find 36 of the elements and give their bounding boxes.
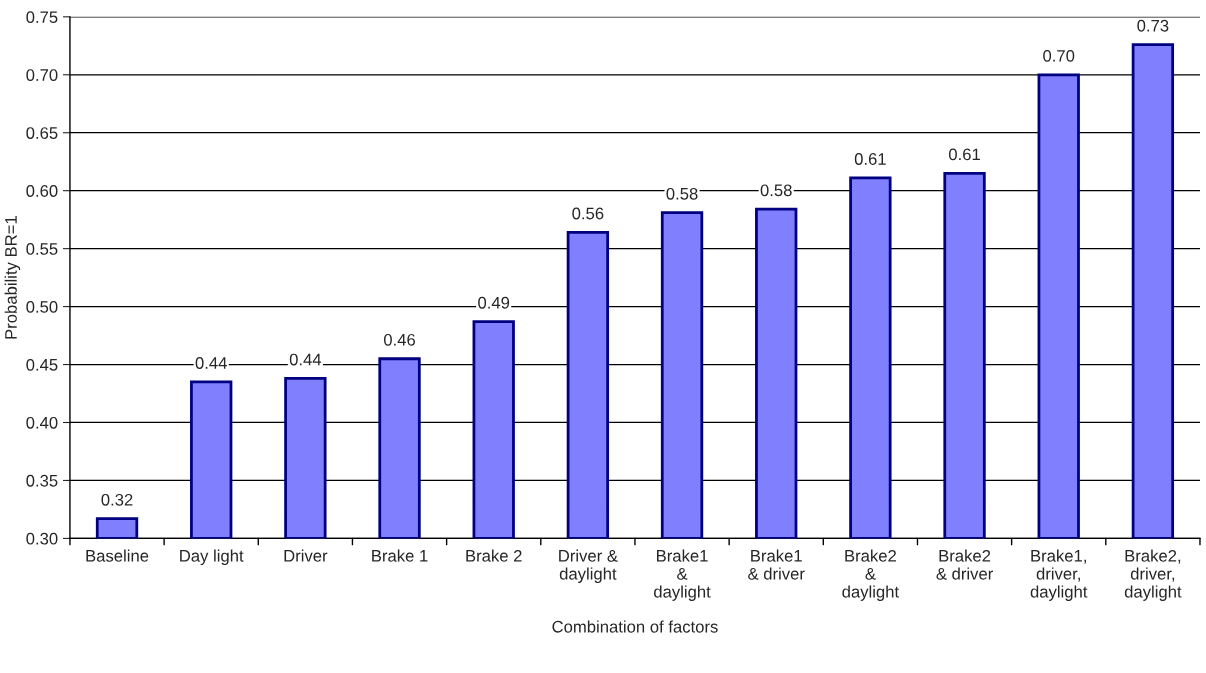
data-label: 0.32 [101,493,133,506]
y-tick-label: 0.60 [26,185,58,197]
x-tick-label: Brake1, driver, daylight [1030,549,1088,601]
y-tick-label: 0.35 [26,474,58,487]
x-tick-label: Brake2 & daylight [842,549,899,601]
data-label: 0.61 [948,148,980,161]
y-tick-label: 0.65 [26,127,58,139]
y-tick-label: 0.40 [26,416,58,429]
data-label: 0.70 [1043,49,1075,62]
y-tick-label: 0.75 [26,11,58,24]
data-label: 0.44 [195,357,227,369]
data-label: 0.58 [760,184,792,197]
x-tick-label: Day light [180,549,244,566]
x-tick-label: Brake 1 [372,549,428,562]
data-label: 0.44 [289,353,322,366]
x-tick-label: Brake2 & driver [936,549,993,580]
x-axis-title: Combination of factors [552,620,718,633]
data-label: 0.58 [666,187,698,200]
y-tick-label: 0.70 [26,69,58,81]
x-tick-label: Brake2, driver, daylight [1124,549,1182,601]
y-tick-label: 0.55 [26,243,58,255]
x-tick-label: Baseline [86,549,149,562]
data-label: 0.49 [478,296,510,309]
data-label: 0.61 [854,153,886,165]
data-label: 0.73 [1137,19,1169,32]
data-label: 0.46 [383,333,416,346]
y-tick-label: 0.45 [26,358,58,371]
y-axis-title: Probability BR=1 [4,216,21,339]
x-tick-label: Brake1 & driver [748,549,805,580]
y-tick-label: 0.50 [26,300,58,313]
x-tick-label: Driver & daylight [559,549,618,583]
x-tick-label: Brake 2 [466,549,522,562]
y-tick-label: 0.30 [26,532,58,545]
x-tick-label: Brake1 & daylight [654,549,711,601]
x-tick-label: Driver [284,549,328,562]
data-label: 0.56 [572,207,604,220]
